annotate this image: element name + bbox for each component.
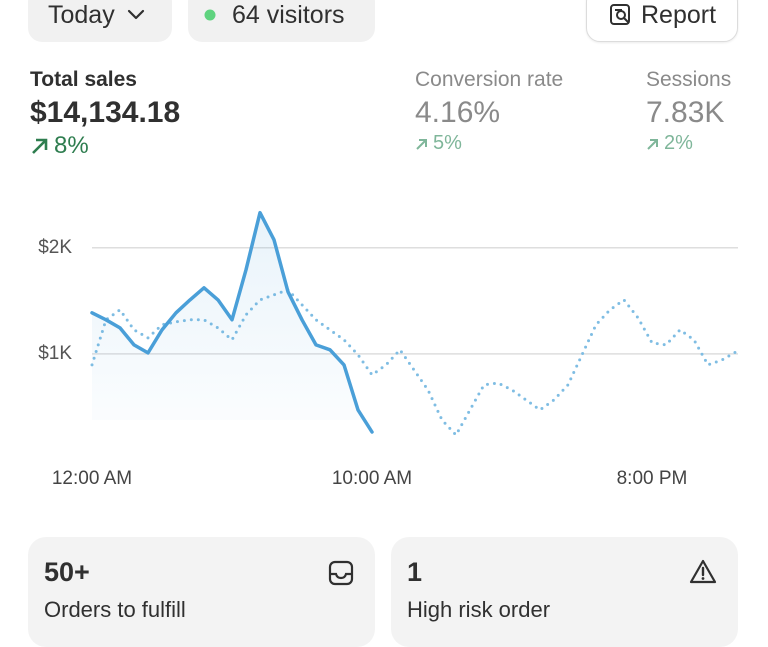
live-dot	[204, 9, 216, 21]
x-tick-label: 8:00 PM	[617, 468, 688, 489]
card-value: 1	[407, 557, 423, 587]
inbox-icon	[328, 560, 354, 586]
visitors-label: 64 visitors	[232, 0, 345, 29]
date-button-label: Today	[48, 0, 115, 29]
metric-value: 4.16%	[415, 96, 501, 129]
metric-value: 7.83K	[646, 96, 725, 129]
page: {"header": {"date_button": "Today", "vis…	[28, 0, 738, 647]
metric-change-value: 8%	[54, 132, 89, 159]
metric-conversion[interactable]: Conversion rate 4.16% 5%	[415, 68, 563, 155]
metric-change-value: 5%	[433, 132, 462, 154]
x-tick-label: 12:00 AM	[52, 468, 132, 489]
metric-label: Conversion rate	[415, 68, 564, 91]
metric-value: $14,134.18	[30, 96, 181, 129]
sales-line	[90, 210, 374, 434]
metric-change: 8%	[30, 132, 180, 160]
metric-change: 5%	[415, 132, 563, 155]
up-arrow	[647, 138, 658, 150]
metric-total-sales[interactable]: Total sales $14,134.18 8%	[30, 68, 180, 160]
metric-label: Total sales	[30, 68, 137, 91]
metric-label: Sessions	[646, 68, 732, 91]
y-tick-label: $2K	[38, 237, 72, 258]
card-value: 50+	[44, 557, 90, 587]
metric-change: 2%	[646, 132, 731, 155]
x-tick-label: 10:00 AM	[332, 468, 412, 489]
risk-card[interactable]: 1 High risk order	[391, 537, 738, 647]
card-label: High risk order	[407, 597, 551, 622]
orders-card[interactable]: 50+ Orders to fulfill	[28, 537, 375, 647]
card-label: Orders to fulfill	[44, 597, 186, 622]
metric-sessions[interactable]: Sessions 7.83K 2%	[646, 68, 731, 155]
report-label: Report	[641, 0, 717, 29]
metric-change-value: 2%	[664, 132, 693, 154]
up-arrow	[416, 138, 427, 150]
date-button[interactable]: Today	[28, 0, 172, 42]
y-tick-label: $1K	[38, 343, 72, 364]
sales-chart: $1K $2K 12:00 AM 10:00 AM 8:00 PM	[38, 210, 738, 489]
visitors-button[interactable]: 64 visitors	[188, 0, 375, 42]
chevron-icon	[127, 9, 144, 20]
report-icon	[610, 4, 630, 25]
warning-icon	[689, 559, 717, 584]
area	[92, 212, 372, 432]
up-arrow	[32, 138, 48, 154]
report-button[interactable]: Report	[586, 0, 738, 42]
